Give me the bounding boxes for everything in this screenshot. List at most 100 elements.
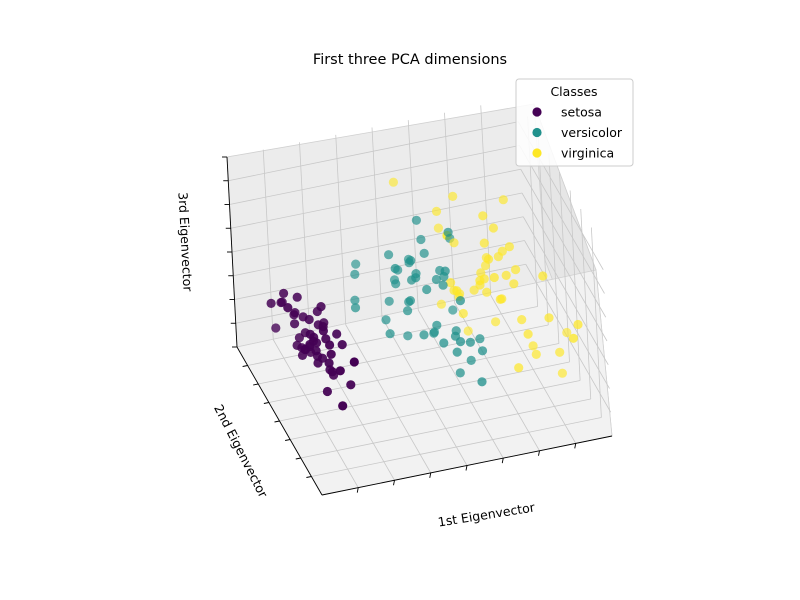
point-setosa [266, 298, 276, 308]
point-setosa [316, 302, 326, 312]
point-virginica [488, 223, 498, 233]
y-tick [242, 365, 248, 367]
point-setosa [304, 314, 314, 325]
x-tick [393, 480, 395, 486]
point-virginica [573, 319, 583, 330]
grid-line-z-sidewall [519, 145, 605, 294]
point-versicolor [439, 338, 449, 348]
legend-box [515, 78, 634, 167]
point-setosa [311, 346, 321, 356]
point-setosa [318, 326, 328, 336]
legend-label-setosa: setosa [561, 105, 602, 120]
point-versicolor [384, 296, 394, 306]
point-setosa [346, 380, 356, 390]
grid-line-z-sidewall [520, 169, 607, 318]
point-versicolor [443, 227, 453, 237]
point-setosa [325, 340, 335, 350]
legend-marker-virginica [532, 148, 542, 158]
grid-line-y-floor [279, 361, 570, 422]
point-virginica [497, 246, 507, 256]
point-virginica [463, 326, 473, 336]
point-versicolor [477, 377, 487, 387]
point-virginica [431, 206, 442, 216]
point-virginica [436, 299, 446, 309]
x-tick [465, 465, 468, 471]
y-tick [263, 402, 269, 404]
point-versicolor [405, 296, 415, 306]
point-virginica [497, 294, 507, 304]
grid-line-y-floor [300, 398, 591, 459]
point-versicolor [477, 346, 488, 356]
point-setosa [305, 339, 315, 350]
point-virginica [483, 254, 494, 264]
axes-3d [222, 103, 613, 496]
point-virginica [509, 279, 519, 289]
point-virginica [562, 327, 572, 338]
x-tick [574, 443, 577, 449]
point-virginica [557, 368, 568, 378]
point-setosa [294, 333, 304, 343]
y-tick [295, 457, 301, 460]
point-virginica [479, 238, 489, 248]
grid-line-z-backwall [233, 216, 524, 277]
point-versicolor [475, 334, 485, 344]
y-tick [306, 476, 312, 478]
legend-label-virginica: virginica [561, 146, 614, 161]
point-versicolor [448, 305, 458, 315]
point-virginica [446, 278, 456, 288]
point-virginica [452, 286, 462, 296]
point-virginica [491, 317, 501, 327]
y-tick [253, 383, 259, 386]
point-virginica [504, 242, 514, 252]
point-versicolor [411, 215, 421, 225]
point-setosa [332, 329, 342, 339]
point-versicolor [419, 330, 429, 340]
point-setosa [335, 366, 345, 376]
point-setosa [349, 357, 359, 367]
axis-ticks [222, 156, 577, 493]
data-points [266, 177, 583, 411]
y-tick [274, 420, 280, 423]
point-versicolor [350, 295, 360, 305]
x-tick [356, 487, 359, 493]
legend-title: Classes [550, 84, 597, 99]
point-virginica [555, 347, 565, 357]
z-axis-label: 3rd Eigenvector [175, 192, 195, 293]
point-versicolor [350, 303, 361, 313]
grid-line-z-sidewall [525, 264, 612, 413]
grid-line-z-backwall [231, 192, 523, 253]
point-versicolor [381, 315, 391, 325]
point-versicolor [350, 269, 360, 279]
point-versicolor [406, 256, 416, 266]
legend-label-versicolor: versicolor [561, 125, 623, 140]
point-virginica [498, 195, 508, 205]
point-versicolor [455, 368, 465, 378]
grid-line-y-floor [268, 343, 559, 403]
point-versicolor [429, 328, 439, 338]
grid-line-z-backwall [230, 168, 521, 229]
grid-line-z-backwall [228, 121, 519, 182]
point-versicolor [452, 347, 462, 357]
point-virginica [501, 270, 511, 280]
point-versicolor [390, 263, 400, 274]
point-virginica [531, 349, 541, 359]
point-versicolor [440, 266, 450, 276]
point-versicolor [432, 320, 442, 330]
point-virginica [458, 308, 468, 319]
legend: Classes setosa versicolor virginica [515, 78, 634, 167]
y-axis-label: 2nd Eigenvector [211, 402, 271, 501]
point-virginica [478, 211, 488, 221]
point-versicolor [391, 279, 401, 289]
legend-marker-setosa [532, 107, 542, 117]
point-versicolor [455, 337, 466, 347]
y-tick [285, 439, 291, 441]
point-setosa [317, 353, 328, 363]
point-versicolor [431, 274, 441, 285]
point-virginica [544, 313, 554, 323]
point-virginica [523, 329, 533, 339]
point-setosa [290, 319, 300, 329]
point-versicolor [385, 329, 395, 339]
point-virginica [448, 191, 458, 201]
point-setosa [297, 350, 308, 360]
